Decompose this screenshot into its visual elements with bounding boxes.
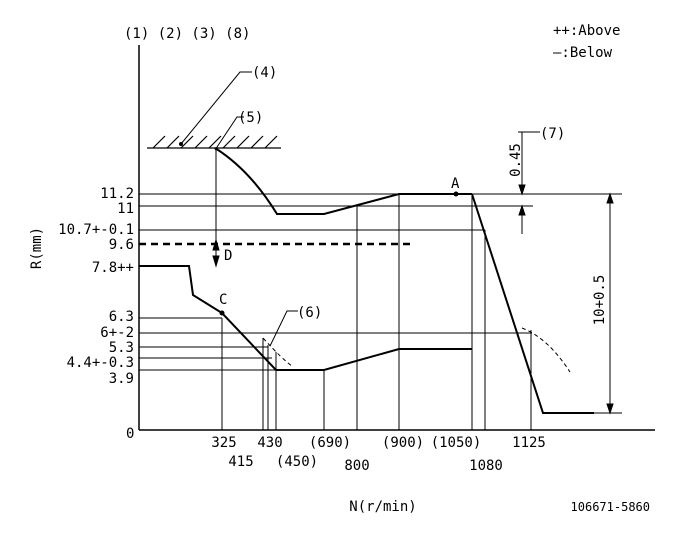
- drawing-code: 106671-5860: [571, 500, 650, 514]
- y-tick-5.3: 5.3: [109, 340, 134, 356]
- y-tick-10.7: 10.7+-0.1: [58, 222, 134, 238]
- y-tick-3.9: 3.9: [109, 371, 134, 387]
- y-tick-11.2: 11.2: [100, 186, 134, 202]
- span-label: 10+0.5: [592, 275, 608, 326]
- x-tick-1125: 1125: [512, 435, 546, 451]
- x-tick-1080: 1080: [469, 458, 503, 474]
- x-tick-1050: (1050): [431, 435, 482, 451]
- gap-label: 0.45: [508, 143, 524, 177]
- origin-label: 0: [126, 426, 134, 442]
- callout-6: (6): [297, 305, 322, 321]
- x-tick-325: 325: [211, 435, 236, 451]
- x-axis-label: N(r/min): [349, 499, 416, 515]
- legend-above: ++:Above: [553, 23, 620, 39]
- y-tick-11: 11: [117, 201, 134, 217]
- gap-dimension: [518, 132, 526, 234]
- reference-lines: [139, 193, 622, 371]
- x-tick-450: (450): [276, 454, 318, 470]
- x-tick-415: 415: [228, 454, 253, 470]
- x-tick-800: 800: [344, 458, 369, 474]
- y-tick-9.6: 9.6: [109, 237, 134, 253]
- x-tick-430: 430: [257, 435, 282, 451]
- d-arrow: [212, 150, 220, 268]
- y-tick-6: 6+-2: [100, 325, 134, 341]
- span-dimension: [543, 192, 622, 415]
- upper-curve: [214, 147, 472, 215]
- y-tick-6.3: 6.3: [109, 309, 134, 325]
- x-tick-900: (900): [382, 435, 424, 451]
- y-tick-4.4: 4.4+-0.3: [67, 355, 134, 371]
- upper-limit-hatch: [147, 135, 281, 149]
- dashed-lower-tail: [262, 337, 293, 367]
- y-axis-label: R(mm): [29, 227, 45, 269]
- dashed-right-tail: [521, 327, 571, 373]
- point-C: [219, 310, 225, 316]
- callout-5: (5): [238, 110, 263, 126]
- callout-4: (4): [252, 65, 277, 81]
- leader-lines: [180, 71, 540, 347]
- y-tick-7.8: 7.8++: [92, 260, 134, 276]
- label-D: D: [224, 248, 232, 264]
- vertical-reference-lines: [221, 194, 532, 430]
- x-tick-690: (690): [309, 435, 351, 451]
- callout-7: (7): [540, 126, 565, 142]
- characteristic-curves: [139, 147, 594, 414]
- label-A: A: [451, 176, 460, 192]
- top-label: (1) (2) (3) (8): [124, 26, 250, 42]
- falloff-curve: [471, 193, 594, 414]
- point-A: [453, 191, 459, 197]
- lower-curve: [139, 265, 472, 371]
- legend-below: —:Below: [553, 45, 613, 61]
- label-C: C: [219, 292, 227, 308]
